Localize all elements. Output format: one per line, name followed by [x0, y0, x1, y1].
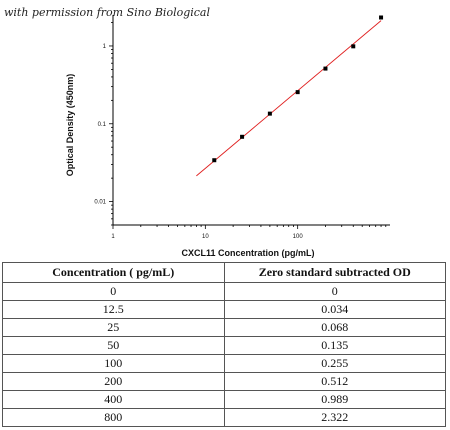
concentration-cell: 12.5: [2, 300, 225, 319]
concentration-cell: 0: [2, 282, 225, 301]
data-point: [267, 111, 272, 116]
column-header-od: Zero standard subtracted OD: [223, 262, 446, 283]
od-cell: 0.255: [223, 354, 446, 373]
od-standard-curve-chart: 0.01 0.1 1 1 10 100: [94, 15, 390, 240]
od-cell: 0: [223, 282, 446, 301]
concentration-cell: 800: [2, 408, 225, 427]
x-axis-label: CXCL11 Concentration (pg/mL): [181, 248, 315, 258]
od-cell: 0.135: [223, 336, 446, 355]
x-tick-label: 100: [293, 234, 304, 240]
table-header-row: Concentration ( pg/mL) Zero standard sub…: [2, 262, 446, 283]
fit-line-group: [196, 20, 382, 177]
data-point: [379, 15, 384, 20]
od-cell: 0.512: [223, 372, 446, 391]
od-data-table: Concentration ( pg/mL) Zero standard sub…: [2, 262, 446, 427]
y-tick-label: 0.1: [98, 122, 107, 128]
table-row: 25 0.068: [2, 318, 446, 337]
od-cell: 0.034: [223, 300, 446, 319]
x-tick-label: 1: [111, 234, 115, 240]
data-point: [212, 158, 217, 163]
table-row: 800 2.322: [2, 408, 446, 427]
table-row: 50 0.135: [2, 336, 446, 355]
table-row: 200 0.512: [2, 372, 446, 391]
concentration-cell: 25: [2, 318, 225, 337]
data-point: [351, 44, 356, 49]
x-tick-label: 10: [202, 234, 209, 240]
data-point: [323, 66, 328, 71]
data-point: [240, 134, 245, 139]
table-row: 100 0.255: [2, 354, 446, 373]
chart-axes: 0.01 0.1 1 1 10 100: [94, 15, 390, 240]
concentration-cell: 200: [2, 372, 225, 391]
od-cell: 0.989: [223, 390, 446, 409]
watermark-text: with permission from Sino Biological: [4, 6, 211, 19]
concentration-cell: 400: [2, 390, 225, 409]
od-cell: 2.322: [223, 408, 446, 427]
table-row: 12.5 0.034: [2, 300, 446, 319]
concentration-cell: 100: [2, 354, 225, 373]
concentration-cell: 50: [2, 336, 225, 355]
y-axis-label: Optical Density (450nm): [65, 73, 75, 177]
y-tick-label: 0.01: [94, 200, 106, 206]
data-points-group: [212, 15, 384, 163]
y-tick-label: 1: [103, 44, 107, 50]
column-header-concentration: Concentration ( pg/mL): [2, 262, 225, 283]
table-row: 400 0.989: [2, 390, 446, 409]
fit-line: [196, 20, 382, 177]
od-cell: 0.068: [223, 318, 446, 337]
data-point: [295, 90, 300, 95]
